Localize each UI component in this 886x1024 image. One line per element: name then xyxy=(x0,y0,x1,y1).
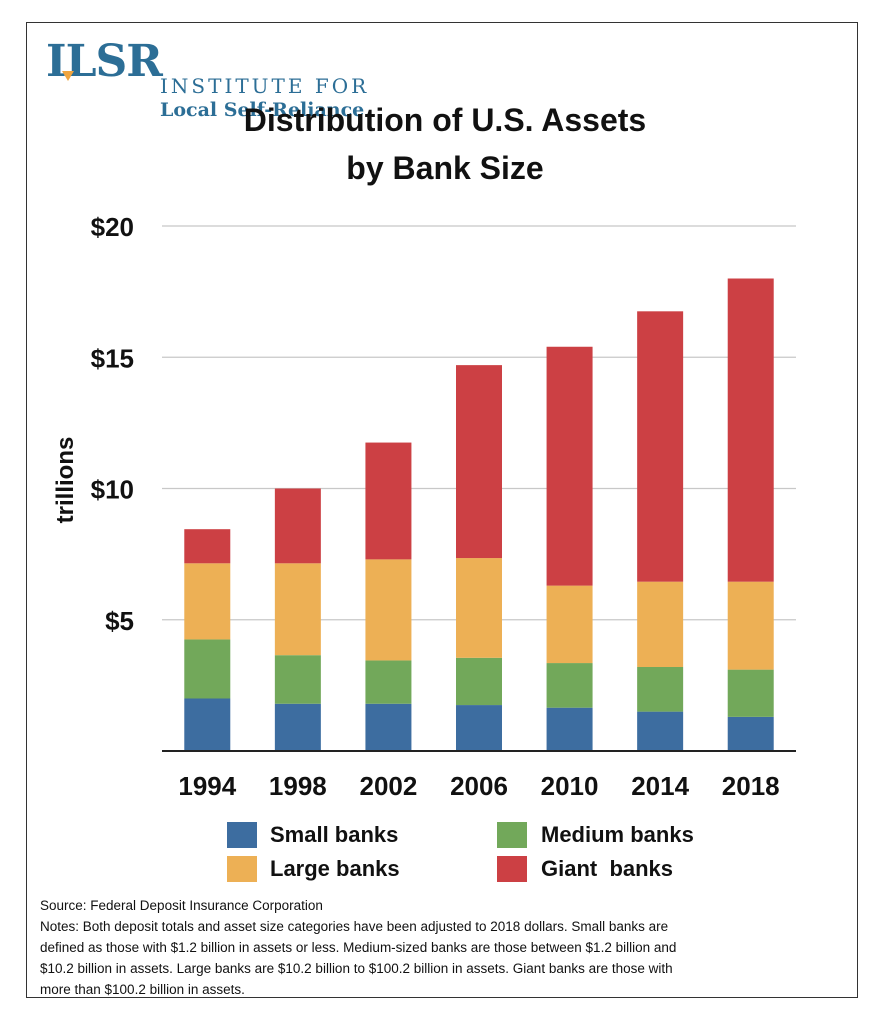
legend-swatch-large xyxy=(227,856,257,882)
bar-segment-small xyxy=(546,707,593,751)
bar-segment-medium xyxy=(546,663,593,708)
legend-label-large: Large banks xyxy=(270,856,400,881)
legend-label-giant: Giant banks xyxy=(541,856,674,881)
bar-segment-giant xyxy=(365,442,412,560)
bar-segment-small xyxy=(637,711,684,751)
chart-frame xyxy=(26,22,858,998)
y-tick-label: $5 xyxy=(105,606,134,636)
y-tick-label: $15 xyxy=(91,343,134,373)
bar-segment-small xyxy=(274,703,321,751)
legend-swatch-small xyxy=(227,822,257,848)
y-tick-label: $20 xyxy=(91,212,134,242)
x-tick-label: 2018 xyxy=(722,771,780,801)
bar-segment-giant xyxy=(546,346,593,586)
notes-line-4: more than $100.2 billion in assets. xyxy=(40,982,245,997)
notes-line-2: defined as those with $1.2 billion in as… xyxy=(40,940,677,955)
chart-notes: Source: Federal Deposit Insurance Corpor… xyxy=(40,895,840,1000)
bar-segment-medium xyxy=(637,667,684,712)
x-tick-label: 1994 xyxy=(178,771,236,801)
bar-segment-large xyxy=(456,558,502,658)
bar-segment-small xyxy=(184,698,231,751)
bar-segment-small xyxy=(727,716,774,751)
y-axis-label: trillions xyxy=(52,437,79,524)
bar-segment-small xyxy=(456,705,502,751)
bar-segment-small xyxy=(365,703,412,751)
logo-mark: ILSR xyxy=(46,36,163,87)
bar-segment-large xyxy=(727,581,774,670)
x-tick-label: 1998 xyxy=(269,771,327,801)
bar-segment-medium xyxy=(727,669,774,717)
legend-swatch-giant xyxy=(497,856,527,882)
bar-segment-giant xyxy=(637,311,684,582)
source-note: Source: Federal Deposit Insurance Corpor… xyxy=(40,898,323,913)
bar-segment-giant xyxy=(727,278,774,582)
bar-segment-large xyxy=(184,563,231,640)
bar-segment-medium xyxy=(274,655,321,704)
logo-line-2: Local Self-Reliance xyxy=(160,99,365,121)
notes-line-3: $10.2 billion in assets. Large banks are… xyxy=(40,961,673,976)
bar-segment-large xyxy=(546,585,593,664)
x-tick-label: 2010 xyxy=(541,771,599,801)
bar-segment-medium xyxy=(456,657,502,706)
bar-segment-giant xyxy=(274,488,321,564)
bar-segment-large xyxy=(365,559,412,661)
notes-line-1: Notes: Both deposit totals and asset siz… xyxy=(40,919,669,934)
x-tick-label: 2014 xyxy=(631,771,689,801)
bar-segment-medium xyxy=(365,660,412,704)
bar-segment-large xyxy=(637,581,684,667)
legend-label-small: Small banks xyxy=(270,822,399,847)
bar-segment-giant xyxy=(456,365,502,559)
chart-title-line-2: by Bank Size xyxy=(346,150,544,186)
stacked-bar-chart: $5 $10 $15 $20 trillions 1994 1998 2002 2006 2010… xyxy=(52,212,796,801)
legend-swatch-medium xyxy=(497,822,527,848)
bar-segment-large xyxy=(274,563,321,656)
x-tick-label: 2006 xyxy=(450,771,508,801)
x-tick-label: 2002 xyxy=(360,771,418,801)
logo-triangle-icon xyxy=(62,71,74,81)
chart-title-line-1: Distribution of U.S. Assets xyxy=(243,102,647,138)
bar-segment-giant xyxy=(184,529,231,564)
bar-segment-medium xyxy=(184,639,231,699)
logo-line-1: INSTITUTE FOR xyxy=(160,74,370,98)
y-tick-label: $10 xyxy=(91,475,134,505)
legend-label-medium: Medium banks xyxy=(541,822,694,847)
